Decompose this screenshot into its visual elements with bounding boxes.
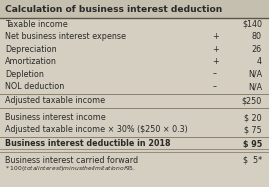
Text: 26: 26 <box>252 45 262 53</box>
Text: Net business interest expense: Net business interest expense <box>5 32 126 41</box>
Text: NOL deduction: NOL deduction <box>5 82 64 91</box>
Text: Business interest income: Business interest income <box>5 113 106 122</box>
Text: Amortization: Amortization <box>5 57 57 66</box>
Text: 4: 4 <box>257 57 262 66</box>
Text: –: – <box>213 82 217 91</box>
Text: +: + <box>212 32 218 41</box>
Text: $250: $250 <box>242 96 262 105</box>
Text: Depletion: Depletion <box>5 70 44 79</box>
Text: Adjusted taxable income: Adjusted taxable income <box>5 96 105 105</box>
Text: $ 75: $ 75 <box>244 125 262 134</box>
Text: +: + <box>212 57 218 66</box>
Text: $ 20: $ 20 <box>244 113 262 122</box>
Text: Adjusted taxable income × 30% ($250 × 0.3): Adjusted taxable income × 30% ($250 × 0.… <box>5 125 188 134</box>
Text: Business interest deductible in 2018: Business interest deductible in 2018 <box>5 140 171 148</box>
Text: –: – <box>213 70 217 79</box>
Text: $ 95: $ 95 <box>243 140 262 148</box>
Text: Depreciation: Depreciation <box>5 45 57 53</box>
Text: 80: 80 <box>252 32 262 41</box>
Text: Business interest carried forward: Business interest carried forward <box>5 156 138 165</box>
FancyBboxPatch shape <box>0 0 269 18</box>
Text: Calculation of business interest deduction: Calculation of business interest deducti… <box>5 4 222 13</box>
Text: $140: $140 <box>242 19 262 28</box>
Text: N/A: N/A <box>248 82 262 91</box>
Text: +: + <box>212 45 218 53</box>
Text: N/A: N/A <box>248 70 262 79</box>
Text: * $100 (total interest) minus the limitation of $95.: * $100 (total interest) minus the limita… <box>5 164 136 173</box>
Text: Taxable income: Taxable income <box>5 19 68 28</box>
Text: $  5*: $ 5* <box>243 156 262 165</box>
